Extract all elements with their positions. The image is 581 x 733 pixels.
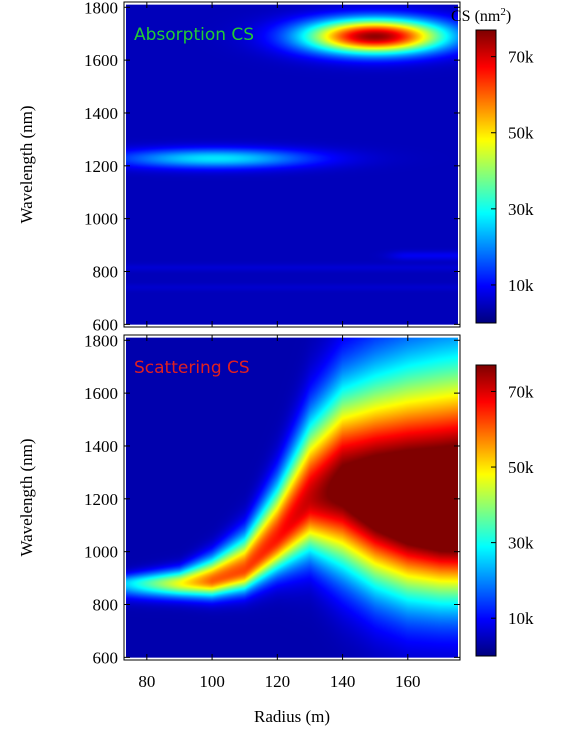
x-tick-label: 120 [265, 672, 291, 691]
y-tick-label: 800 [93, 263, 119, 282]
heatmap-panel-2: 600 800 1000 1200 1400 1600 1800 80 100 120 140 160… [17, 331, 534, 726]
colorbar-tick-label: 50k [508, 458, 534, 477]
colorbar-title: CS (nm2) [451, 6, 511, 25]
y-tick-label: 600 [93, 648, 119, 667]
colorbar-frame [475, 364, 497, 657]
colorbar-tick-label: 10k [508, 609, 534, 628]
y-tick-label: 600 [93, 315, 119, 334]
x-tick-label: 80 [138, 672, 155, 691]
colorbar-tick-label: 30k [508, 200, 534, 219]
colorbar-frame [475, 29, 497, 324]
x-tick-label: 100 [199, 672, 225, 691]
panel-label: Absorption CS [134, 25, 254, 45]
y-tick-label: 800 [93, 596, 119, 615]
colorbar-gradient [476, 365, 496, 656]
y-tick-label: 1600 [84, 51, 118, 70]
colorbar-tick-label: 10k [508, 276, 534, 295]
panel-label: Scattering CS [134, 358, 250, 378]
colorbar-tick-label: 50k [508, 124, 534, 143]
y-tick-label: 1800 [84, 331, 118, 350]
heatmap-image [126, 337, 458, 658]
colorbar-gradient [476, 30, 496, 323]
colorbar: 10k 30k 50k 70k CS (nm2) [451, 6, 534, 324]
colorbar-tick-label: 70k [508, 48, 534, 67]
y-tick-label: 1400 [84, 437, 118, 456]
x-tick-label: 160 [395, 672, 421, 691]
y-tick-label: 1600 [84, 384, 118, 403]
colorbar: 10k 30k 50k 70k [475, 364, 534, 657]
y-tick-label: 1200 [84, 157, 118, 176]
y-tick-label: 1400 [84, 104, 118, 123]
colorbar-tick-label: 30k [508, 534, 534, 553]
heatmap-image [126, 4, 458, 325]
plot-frame [123, 334, 461, 661]
plot-frame [123, 1, 461, 328]
heatmap-panel-1: 600 800 1000 1200 1400 1600 1800 Wavelength (nm… [17, 0, 534, 334]
x-axis-label: Radius (m) [254, 707, 330, 726]
y-axis-label: Wavelength (nm) [17, 105, 36, 223]
x-tick-label: 140 [330, 672, 356, 691]
y-tick-label: 1000 [84, 210, 118, 229]
y-axis-label: Wavelength (nm) [17, 438, 36, 556]
y-tick-label: 1000 [84, 543, 118, 562]
y-tick-label: 1800 [84, 0, 118, 17]
colorbar-tick-label: 70k [508, 382, 534, 401]
y-tick-label: 1200 [84, 490, 118, 509]
